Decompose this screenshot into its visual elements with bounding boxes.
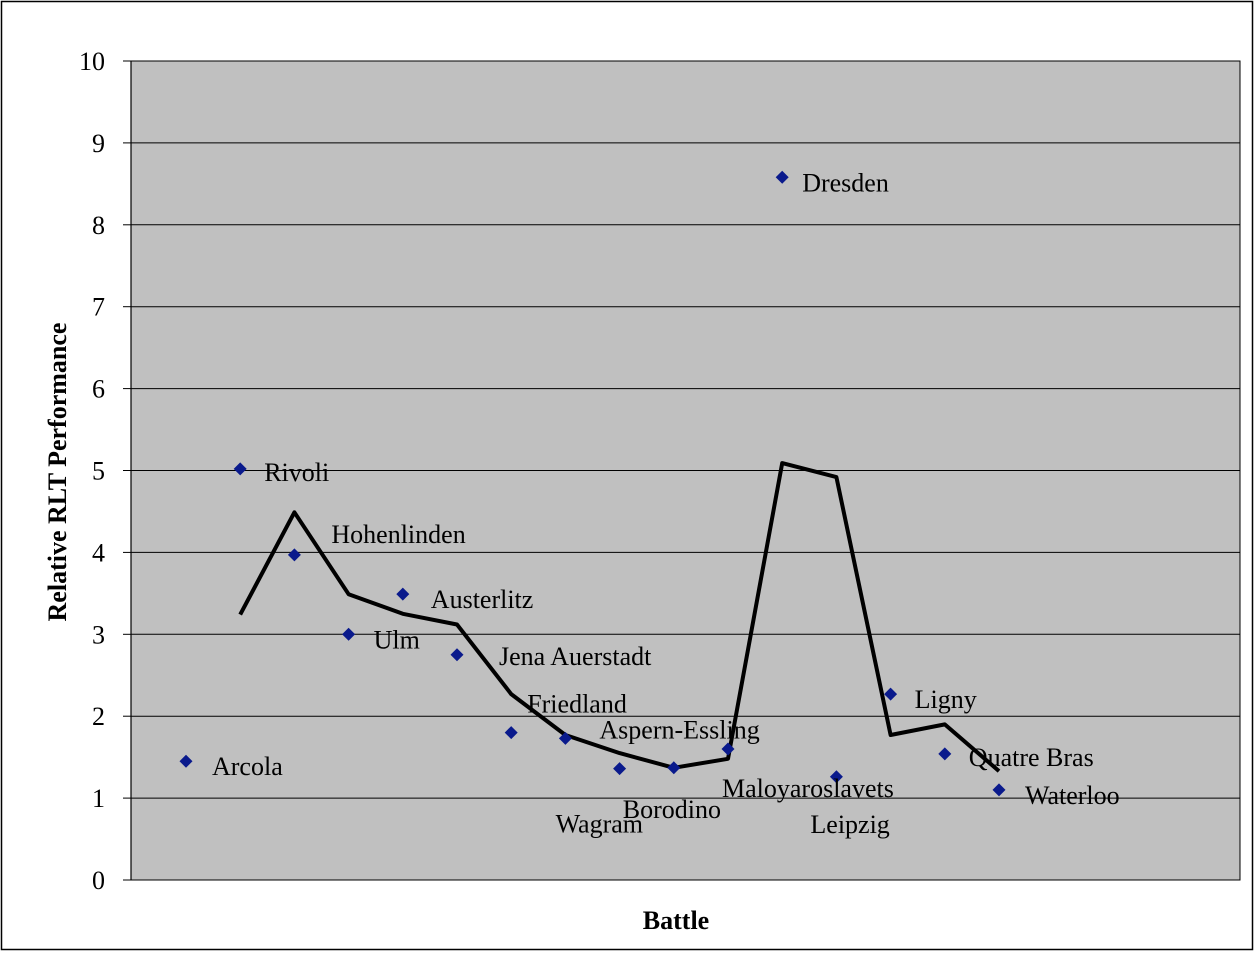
data-point (396, 587, 410, 601)
data-point-label: Rivoli (264, 458, 329, 487)
y-tick-label: 1 (92, 784, 105, 813)
data-point-label: Ulm (374, 625, 420, 654)
data-point (613, 762, 627, 776)
data-point-label: Hohenlinden (331, 520, 465, 549)
data-point (721, 742, 735, 756)
x-axis-title: Battle (643, 906, 709, 935)
data-point (504, 726, 518, 740)
y-tick-label: 10 (79, 47, 105, 76)
y-tick-label: 3 (92, 620, 105, 649)
data-point (233, 462, 247, 476)
data-point-label: Waterloo (1025, 781, 1120, 810)
y-tick-label: 8 (92, 211, 105, 240)
data-point (938, 747, 952, 761)
y-axis-title: Relative RLT Performance (43, 323, 72, 622)
y-tick-label: 9 (92, 129, 105, 158)
data-point-label: Leipzig (810, 810, 889, 839)
data-point (179, 754, 193, 768)
data-point-label: Jena Auerstadt (499, 642, 652, 671)
y-axis: 0 1 2 3 4 5 6 7 8 9 10 (79, 47, 132, 895)
data-point (287, 548, 301, 562)
y-tick-label: 2 (92, 702, 105, 731)
data-point (558, 731, 572, 745)
data-point-label: Borodino (623, 795, 721, 824)
data-point (450, 648, 464, 662)
data-point-label: Arcola (212, 752, 283, 781)
data-point-label: Aspern-Essling (599, 715, 759, 744)
data-point (775, 170, 789, 184)
y-tick-label: 6 (92, 375, 105, 404)
data-point-label: Austerlitz (431, 585, 534, 614)
data-point (992, 783, 1006, 797)
data-point-label: Friedland (527, 690, 627, 719)
y-tick-label: 5 (92, 457, 105, 486)
scatter-points (179, 170, 1006, 797)
y-tick-label: 7 (92, 293, 105, 322)
data-point-label: Dresden (802, 168, 889, 197)
data-point-label: Wagram (556, 810, 643, 839)
data-point (884, 687, 898, 701)
y-tick-label: 0 (92, 866, 105, 895)
data-point-label: Maloyaroslavets (722, 774, 894, 803)
trend-line (238, 461, 1001, 773)
data-point-label: Ligny (915, 685, 977, 714)
y-tick-label: 4 (92, 538, 105, 567)
data-point (667, 761, 681, 775)
data-point (342, 627, 356, 641)
data-point (829, 770, 843, 784)
grid-lines (131, 60, 1240, 881)
data-point-label: Quatre Bras (969, 743, 1094, 772)
point-labels: Arcola Rivoli Hohenlinden Ulm Austerlitz Jena… (212, 168, 1120, 839)
trend-line-layer (238, 461, 1001, 773)
